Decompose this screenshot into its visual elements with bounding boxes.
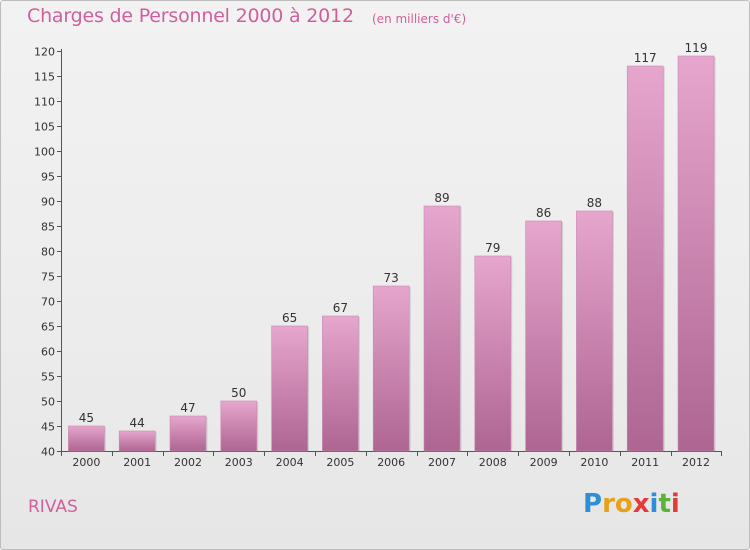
bar <box>118 430 156 452</box>
x-tick-label: 2005 <box>326 456 354 469</box>
axes: 40 45 50 55 60 65 70 75 80 85 90 95 100 105 110 115 120 <box>34 46 722 459</box>
chart-title: Charges de Personnel 2000 à 2012 <box>27 5 354 27</box>
x-tick-label: 2009 <box>530 456 558 469</box>
bar <box>372 285 410 452</box>
bar <box>68 425 105 452</box>
x-tick-label: 2001 <box>123 456 151 469</box>
bar <box>271 325 308 452</box>
commune-name: RIVAS <box>28 497 78 517</box>
y-tick-label: 80 <box>41 246 55 259</box>
bars <box>68 55 716 452</box>
brand-letter: r <box>602 489 615 519</box>
y-tick-label: 115 <box>34 71 55 84</box>
data-label: 50 <box>231 386 246 400</box>
brand-letter: P <box>583 489 603 519</box>
data-label: 44 <box>130 416 145 430</box>
data-label: 45 <box>79 411 94 425</box>
brand-letter: x <box>632 489 650 519</box>
x-tick-label: 2007 <box>428 456 456 469</box>
y-tick-label: 90 <box>41 196 55 209</box>
bar <box>474 255 512 452</box>
y-tick-label: 50 <box>41 396 55 409</box>
y-tick-label: 65 <box>41 321 55 334</box>
data-label: 119 <box>685 41 708 55</box>
x-tick-label: 2006 <box>377 456 405 469</box>
data-label: 73 <box>384 271 399 285</box>
bar <box>525 220 562 452</box>
data-label: 65 <box>282 311 297 325</box>
data-label: 86 <box>536 206 551 220</box>
x-tick-label: 2010 <box>580 456 608 469</box>
y-tick-label: 100 <box>34 146 55 159</box>
y-tick-label: 45 <box>41 421 55 434</box>
y-tick-label: 85 <box>41 221 55 234</box>
x-tick-label: 2004 <box>276 456 304 469</box>
x-tick-label: 2000 <box>72 456 100 469</box>
bar <box>677 55 715 452</box>
brand-letter: o <box>614 489 633 519</box>
data-label: 79 <box>485 241 500 255</box>
data-label: 117 <box>634 51 657 65</box>
brand-logo: Proxiti <box>583 489 680 519</box>
chart-subtitle: (en milliers d'€) <box>372 12 467 26</box>
bar <box>220 400 258 452</box>
y-tick-label: 70 <box>41 296 55 309</box>
bar <box>626 65 664 452</box>
y-tick-label: 75 <box>41 271 55 284</box>
y-tick-label: 55 <box>41 371 55 384</box>
brand-letter: i <box>670 489 680 519</box>
data-label: 89 <box>434 191 449 205</box>
data-label: 47 <box>180 401 195 415</box>
y-tick-label: 105 <box>34 121 55 134</box>
x-tick-label: 2002 <box>174 456 202 469</box>
bar <box>576 210 613 452</box>
y-tick-label: 60 <box>41 346 55 359</box>
data-label: 88 <box>587 196 602 210</box>
value-labels: 2000 45 2001 44 2002 47 2003 50 2004 65 2005 67 2006… <box>72 41 710 469</box>
brand-letter: t <box>658 489 671 519</box>
x-tick-label: 2003 <box>225 456 253 469</box>
y-tick-label: 40 <box>41 446 55 459</box>
brand-letter: i <box>649 489 659 519</box>
y-tick-label: 120 <box>34 46 55 59</box>
y-tick-label: 95 <box>41 171 55 184</box>
y-tick-label: 110 <box>34 96 55 109</box>
data-label: 67 <box>333 301 348 315</box>
bar <box>322 315 359 452</box>
bar <box>423 205 461 452</box>
x-tick-label: 2011 <box>631 456 659 469</box>
x-tick-label: 2008 <box>479 456 507 469</box>
x-tick-label: 2012 <box>682 456 710 469</box>
bar <box>169 415 207 452</box>
